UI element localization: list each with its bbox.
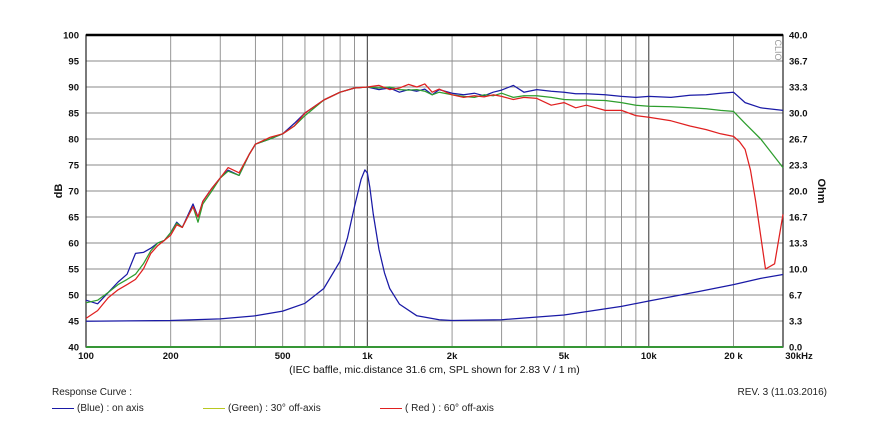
legend-label-red: ( Red ) : 60° off-axis bbox=[405, 403, 494, 414]
clio-watermark: CLIO bbox=[773, 39, 783, 60]
y-tick-label-right: 30.0 bbox=[789, 109, 808, 120]
y-tick-label-left: 45 bbox=[68, 317, 79, 328]
y-tick-label-left: 55 bbox=[68, 265, 79, 276]
y-tick-label-left: 50 bbox=[68, 291, 79, 302]
y-axis-title-left: dB bbox=[53, 184, 65, 199]
legend-swatch-green bbox=[203, 408, 225, 409]
y-tick-label-right: 20.0 bbox=[789, 187, 808, 198]
y-tick-label-right: 13.3 bbox=[789, 239, 808, 250]
y-tick-label-right: 33.3 bbox=[789, 83, 808, 94]
chart-grid bbox=[85, 33, 784, 348]
x-tick-label: 500 bbox=[275, 351, 291, 362]
x-tick-label: 100 bbox=[78, 351, 94, 362]
x-axis-title: (IEC baffle, mic.distance 31.6 cm, SPL s… bbox=[289, 364, 580, 376]
y-tick-label-right: 36.7 bbox=[789, 57, 808, 68]
y-tick-label-left: 85 bbox=[68, 109, 79, 120]
y-tick-label-right: 16.7 bbox=[789, 213, 808, 224]
legend-swatch-red bbox=[380, 408, 402, 409]
legend-label-green: (Green) : 30° off-axis bbox=[228, 403, 321, 414]
x-tick-label: 2k bbox=[447, 351, 458, 362]
y-tick-label-right: 3.3 bbox=[789, 317, 802, 328]
legend-swatch-blue bbox=[52, 408, 74, 409]
y-tick-label-left: 40 bbox=[68, 343, 79, 354]
y-tick-label-left: 80 bbox=[68, 135, 79, 146]
y-tick-label-left: 60 bbox=[68, 239, 79, 250]
y-tick-label-right: 10.0 bbox=[789, 265, 808, 276]
y-tick-label-right: 0.0 bbox=[789, 343, 802, 354]
revision-label: REV. 3 (11.03.2016) bbox=[737, 387, 827, 398]
x-tick-label: 5k bbox=[559, 351, 570, 362]
series-line-3 bbox=[85, 169, 784, 322]
chart-curves bbox=[85, 83, 784, 348]
x-tick-label: 30kHz bbox=[785, 351, 813, 362]
y-tick-label-left: 70 bbox=[68, 187, 79, 198]
legend-item-red: ( Red ) : 60° off-axis bbox=[380, 403, 494, 414]
y-tick-label-left: 90 bbox=[68, 83, 79, 94]
x-tick-label: 1k bbox=[362, 351, 373, 362]
frequency-response-chart: 40 45 50 55 60 65 70 75 80 85 90 95 100 0.0 3.3 6.7 10.0… bbox=[53, 31, 827, 377]
y-tick-label-left: 100 bbox=[63, 31, 79, 42]
x-tick-label: 200 bbox=[163, 351, 179, 362]
y-tick-label-right: 6.7 bbox=[789, 291, 802, 302]
legend-item-green: (Green) : 30° off-axis bbox=[203, 403, 321, 414]
legend-label-blue: (Blue) : on axis bbox=[77, 403, 144, 414]
y-axis-title-right: Ohm bbox=[815, 178, 827, 203]
series-line-1 bbox=[85, 86, 784, 304]
y-tick-label-left: 75 bbox=[68, 161, 79, 172]
y-tick-label-right: 26.7 bbox=[789, 135, 808, 146]
y-tick-label-left: 95 bbox=[68, 57, 79, 68]
y-tick-label-left: 65 bbox=[68, 213, 79, 224]
x-tick-label: 20 k bbox=[724, 351, 743, 362]
legend-item-blue: (Blue) : on axis bbox=[52, 403, 144, 414]
series-line-2 bbox=[85, 83, 784, 319]
y-tick-label-right: 40.0 bbox=[789, 31, 808, 42]
y-tick-label-right: 23.3 bbox=[789, 161, 808, 172]
x-tick-label: 10k bbox=[641, 351, 658, 362]
legend-title: Response Curve : bbox=[52, 387, 133, 398]
chart-labels: 40 45 50 55 60 65 70 75 80 85 90 95 100 0.0 3.3 6.7 10.0… bbox=[53, 31, 827, 377]
